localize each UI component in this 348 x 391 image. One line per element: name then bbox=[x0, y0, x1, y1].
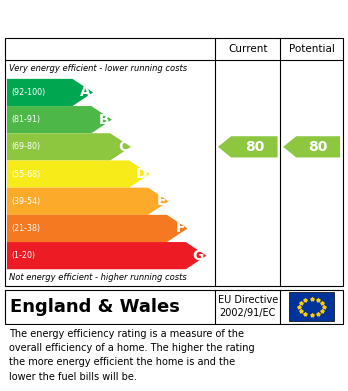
Text: A: A bbox=[79, 86, 90, 99]
Text: (39-54): (39-54) bbox=[11, 197, 40, 206]
Text: England & Wales: England & Wales bbox=[10, 298, 180, 316]
Text: Very energy efficient - lower running costs: Very energy efficient - lower running co… bbox=[9, 64, 187, 73]
Text: (21-38): (21-38) bbox=[11, 224, 40, 233]
Polygon shape bbox=[7, 79, 93, 106]
Text: Not energy efficient - higher running costs: Not energy efficient - higher running co… bbox=[9, 273, 187, 282]
Text: D: D bbox=[135, 167, 147, 181]
Polygon shape bbox=[7, 133, 131, 160]
Text: (81-91): (81-91) bbox=[11, 115, 40, 124]
Polygon shape bbox=[7, 160, 150, 188]
Text: C: C bbox=[118, 140, 128, 154]
Text: (92-100): (92-100) bbox=[11, 88, 45, 97]
Text: EU Directive
2002/91/EC: EU Directive 2002/91/EC bbox=[218, 295, 278, 318]
Text: E: E bbox=[156, 194, 166, 208]
Polygon shape bbox=[218, 136, 278, 158]
Text: B: B bbox=[98, 113, 109, 127]
Polygon shape bbox=[7, 188, 169, 215]
Text: F: F bbox=[175, 221, 185, 235]
Text: The energy efficiency rating is a measure of the
overall efficiency of a home. T: The energy efficiency rating is a measur… bbox=[9, 328, 254, 382]
Text: 80: 80 bbox=[245, 140, 264, 154]
Text: (69-80): (69-80) bbox=[11, 142, 40, 151]
Text: (55-68): (55-68) bbox=[11, 170, 40, 179]
Text: Potential: Potential bbox=[288, 44, 334, 54]
Text: 80: 80 bbox=[308, 140, 328, 154]
Polygon shape bbox=[7, 242, 206, 269]
Text: Current: Current bbox=[228, 44, 268, 54]
Text: Energy Efficiency Rating: Energy Efficiency Rating bbox=[9, 9, 238, 27]
Bar bbox=[289, 292, 334, 321]
Text: G: G bbox=[192, 249, 204, 263]
Text: (1-20): (1-20) bbox=[11, 251, 35, 260]
Polygon shape bbox=[283, 136, 340, 158]
Polygon shape bbox=[7, 106, 112, 133]
Polygon shape bbox=[7, 215, 188, 242]
